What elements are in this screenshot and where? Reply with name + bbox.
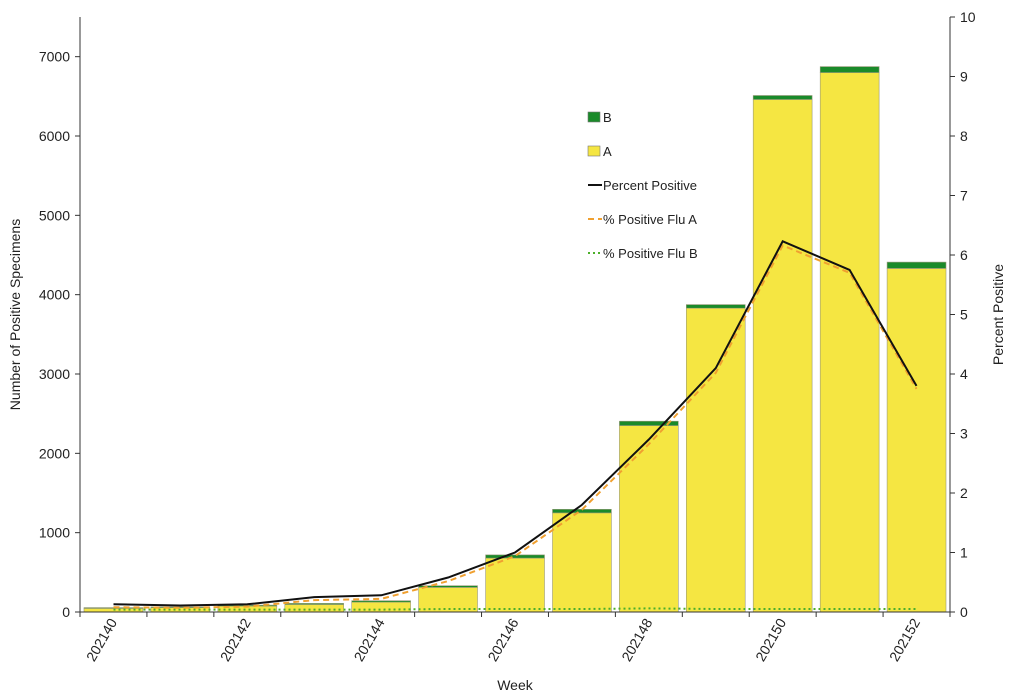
y-tick-label: 1000	[39, 525, 70, 541]
bar-b-202148	[619, 420, 679, 426]
y-tick-label: 4000	[39, 287, 70, 303]
y2-tick-label: 9	[960, 69, 968, 85]
y-tick-label: 6000	[39, 128, 70, 144]
x-tick-label: 202140	[83, 615, 120, 664]
line-positive-flu-b	[113, 607, 917, 611]
y-axis-label: Number of Positive Specimens	[7, 219, 23, 410]
x-axis-label: Week	[497, 677, 534, 693]
y2-tick-label: 1	[960, 545, 968, 561]
bar-b-202150	[752, 95, 813, 100]
lines-layer	[113, 240, 918, 611]
x-tick-label: 202150	[752, 615, 789, 664]
y2-tick-label: 3	[960, 426, 968, 442]
x-tick-label: 202148	[618, 615, 655, 664]
bar-a-202149	[685, 307, 746, 613]
bar-a-202152	[886, 268, 947, 613]
bar-b-202149	[685, 304, 746, 309]
bar-a-202148	[619, 425, 679, 613]
bar-b-202151	[819, 66, 880, 73]
bar-a-202151	[819, 72, 880, 613]
legend-label: Percent Positive	[603, 178, 697, 193]
bars-layer	[83, 66, 947, 613]
y2-tick-label: 6	[960, 247, 968, 263]
y2-tick-label: 4	[960, 366, 968, 382]
y2-axis-label: Percent Positive	[990, 264, 1006, 365]
bar-b-202146	[485, 554, 545, 559]
x-tick-label: 202152	[886, 615, 923, 664]
line-positive-flu-a	[113, 244, 918, 609]
y-tick-label: 5000	[39, 207, 70, 223]
y-tick-label: 0	[62, 604, 70, 620]
legend-swatch-a	[587, 145, 601, 157]
bar-b-202143	[284, 603, 344, 605]
x-tick-label: 202142	[217, 615, 254, 664]
y-tick-label: 3000	[39, 366, 70, 382]
bar-a-202146	[485, 557, 545, 613]
axes-layer	[79, 17, 951, 613]
legend: B A Percent Positive % Positive Flu A % Posi…	[587, 110, 698, 261]
bar-b-202141	[150, 606, 211, 608]
y-tick-label: 7000	[39, 49, 70, 65]
bar-b-202140	[83, 607, 144, 609]
x-tick-label: 202146	[484, 615, 521, 664]
y2-tick-label: 5	[960, 307, 968, 323]
bar-b-202144	[351, 600, 411, 603]
y2-tick-label: 8	[960, 128, 968, 144]
bar-a-202143	[284, 604, 344, 613]
bar-a-202144	[351, 601, 411, 613]
line-percent-positive	[113, 240, 918, 607]
bar-a-202147	[552, 512, 612, 613]
legend-swatch-b	[587, 111, 601, 123]
bar-a-202150	[752, 99, 813, 613]
y2-tick-label: 2	[960, 485, 968, 501]
legend-label: % Positive Flu A	[603, 212, 697, 227]
y2-tick-label: 0	[960, 604, 968, 620]
legend-label: A	[603, 144, 612, 159]
y2-tick-label: 7	[960, 188, 968, 204]
legend-label: B	[603, 110, 612, 125]
legend-label: % Positive Flu B	[603, 246, 698, 261]
y2-tick-label: 10	[960, 9, 976, 25]
y-tick-label: 2000	[39, 445, 70, 461]
bar-b-202152	[886, 261, 947, 269]
x-tick-label: 202144	[351, 615, 388, 664]
bar-b-202145	[418, 585, 478, 588]
